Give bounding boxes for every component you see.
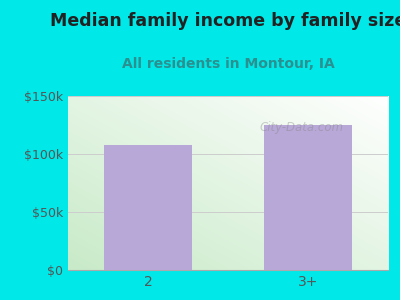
Text: City-Data.com: City-Data.com xyxy=(260,121,344,134)
Bar xyxy=(264,125,352,270)
Text: Median family income by family size: Median family income by family size xyxy=(50,12,400,30)
Bar xyxy=(104,145,192,270)
Text: All residents in Montour, IA: All residents in Montour, IA xyxy=(122,57,334,71)
